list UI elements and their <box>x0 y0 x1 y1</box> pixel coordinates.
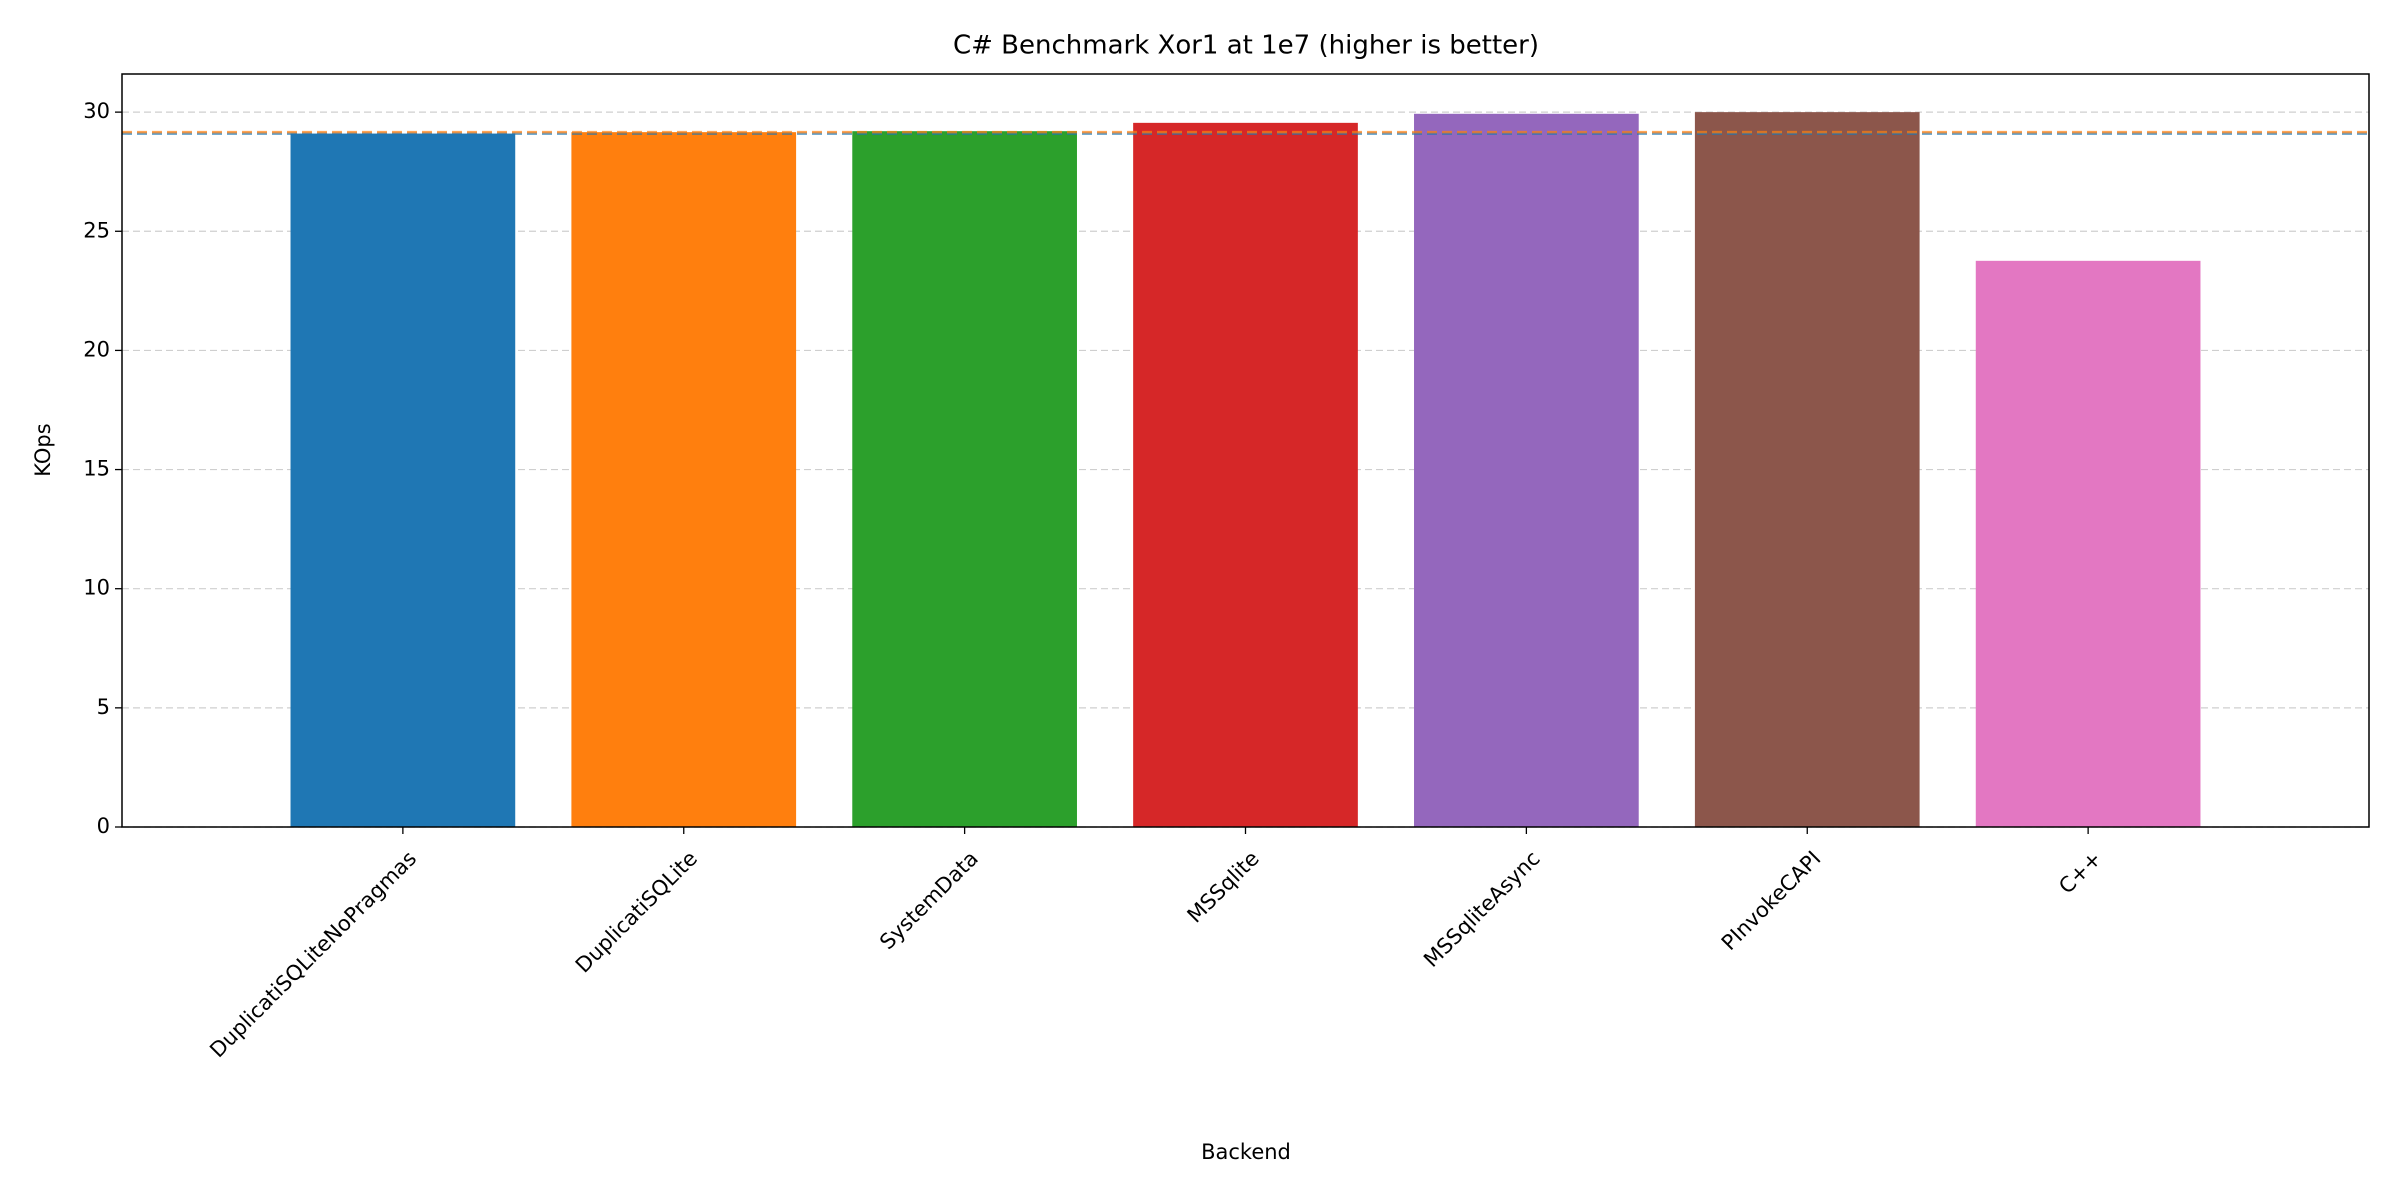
y-axis-label: KOps <box>31 423 55 476</box>
bar <box>571 132 797 827</box>
y-tick-label: 25 <box>83 218 110 242</box>
bar <box>1133 122 1358 828</box>
plot-frame <box>121 73 2370 828</box>
y-tick-label: 5 <box>97 695 110 719</box>
bar <box>1414 113 1639 827</box>
x-axis-label: Backend <box>1201 1140 1291 1164</box>
y-tick-label: 15 <box>83 457 110 481</box>
y-tick-label: 30 <box>83 99 110 123</box>
y-tick-label: 20 <box>83 337 110 361</box>
y-tick-label: 10 <box>83 576 110 600</box>
bar <box>1694 112 1920 827</box>
bar <box>290 133 516 828</box>
bar <box>1975 260 2201 827</box>
y-tick-label: 0 <box>97 814 110 838</box>
chart-title: C# Benchmark Xor1 at 1e7 (higher is bett… <box>953 31 1539 61</box>
bar <box>852 131 1077 827</box>
